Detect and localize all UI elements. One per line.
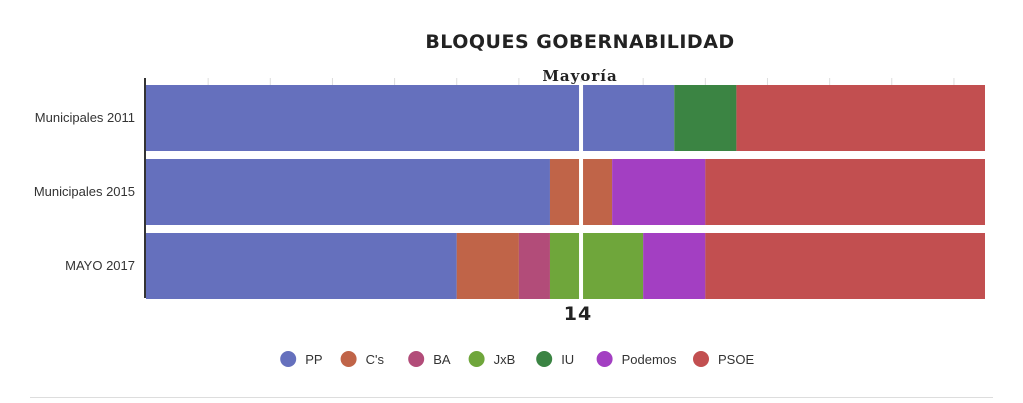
legend-label: JxB bbox=[494, 352, 516, 367]
legend-label: C's bbox=[366, 352, 385, 367]
bar-segment-jxb bbox=[549, 233, 644, 299]
legend-swatch bbox=[340, 351, 357, 367]
bar-segment-cs bbox=[456, 233, 519, 299]
legend-swatch bbox=[693, 351, 709, 367]
category-label: Municipales 2015 bbox=[34, 184, 135, 199]
bar-segment-pp bbox=[146, 233, 457, 299]
category-labels: Municipales 2011 Municipales 2015 MAYO 201… bbox=[34, 110, 135, 273]
bar-segment-podemos bbox=[643, 233, 706, 299]
bar-segment-psoe bbox=[705, 159, 985, 225]
bar-segment-ba bbox=[518, 233, 550, 299]
bar-segment-pp bbox=[146, 85, 675, 151]
legend-swatch bbox=[468, 351, 485, 367]
legend-swatch bbox=[280, 351, 297, 367]
chart-title: BLOQUES GOBERNABILIDAD bbox=[425, 31, 734, 53]
legend-label: IU bbox=[561, 352, 574, 367]
legend-swatch bbox=[536, 351, 553, 367]
bar-segment-pp bbox=[146, 159, 550, 225]
bar-segment-iu bbox=[674, 85, 737, 151]
bar-segment-podemos bbox=[612, 159, 706, 225]
category-label: MAYO 2017 bbox=[65, 258, 135, 273]
legend-swatch bbox=[408, 351, 425, 367]
bar-separators bbox=[146, 151, 985, 233]
legend-label: BA bbox=[433, 352, 451, 367]
category-label: Municipales 2011 bbox=[35, 110, 135, 125]
legend-label: PSOE bbox=[718, 352, 754, 367]
majority-value: 14 bbox=[564, 303, 592, 325]
bar-segment-psoe bbox=[736, 85, 985, 151]
majority-label: Mayoría bbox=[542, 67, 617, 85]
bars bbox=[146, 85, 985, 299]
legend-swatch bbox=[596, 351, 613, 367]
footer-divider bbox=[30, 397, 993, 398]
legend-label: PP bbox=[305, 352, 322, 367]
legend-label: Podemos bbox=[622, 352, 677, 367]
legend: PP C's BA JxB IU Podemos PSOE bbox=[280, 351, 754, 367]
bar-segment-psoe bbox=[705, 233, 985, 299]
